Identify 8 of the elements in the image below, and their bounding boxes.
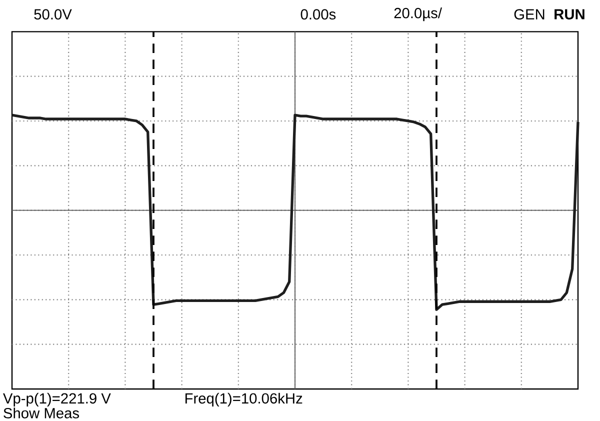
text: 0.00s	[300, 9, 336, 20]
text: Freq(1)=10.06kHz	[185, 392, 302, 406]
text: Vp-p(1)=221.9 V	[3, 392, 111, 406]
text: 20.0µs/	[394, 7, 442, 22]
text: 50.0V	[34, 9, 72, 20]
text: GEN	[514, 9, 544, 20]
text: RUN	[554, 9, 584, 20]
text: Show Meas	[4, 408, 80, 418]
